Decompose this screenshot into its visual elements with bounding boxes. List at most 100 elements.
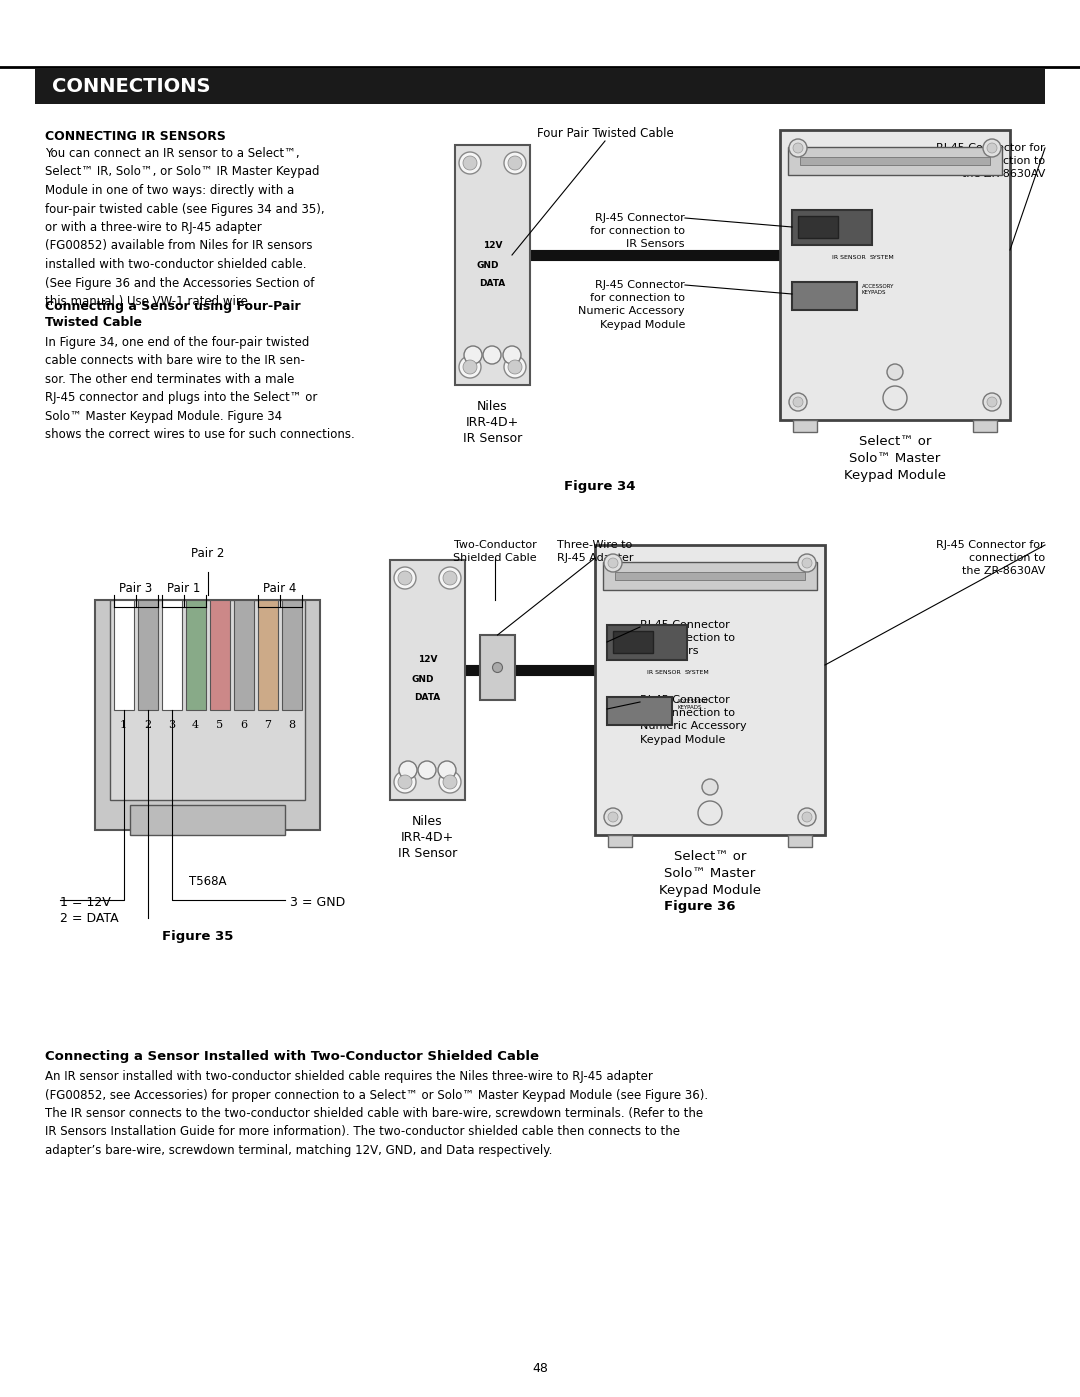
Bar: [137, 599, 158, 710]
Circle shape: [698, 800, 723, 826]
Circle shape: [464, 346, 482, 365]
Circle shape: [508, 360, 522, 374]
Circle shape: [438, 771, 461, 793]
Circle shape: [399, 571, 411, 585]
Text: Two-Conductor
Shielded Cable: Two-Conductor Shielded Cable: [454, 541, 537, 563]
Bar: [130, 805, 285, 835]
Text: IRR-4D+: IRR-4D+: [401, 831, 454, 844]
Text: 12V: 12V: [483, 240, 502, 250]
Text: Niles: Niles: [413, 814, 443, 828]
Bar: [788, 835, 812, 847]
Text: Keypad Module: Keypad Module: [659, 884, 761, 897]
Bar: [800, 156, 990, 165]
Circle shape: [443, 775, 457, 789]
Text: RJ-45 Connector
for connection to
IR Sensors: RJ-45 Connector for connection to IR Sen…: [640, 620, 735, 657]
Text: Three-Wire to
RJ-45 Adapter: Three-Wire to RJ-45 Adapter: [557, 541, 633, 563]
Circle shape: [399, 761, 417, 780]
Text: Solo™ Master: Solo™ Master: [664, 868, 756, 880]
Text: 5: 5: [216, 719, 224, 731]
Circle shape: [793, 142, 804, 154]
Text: Solo™ Master: Solo™ Master: [849, 453, 941, 465]
Text: Figure 34: Figure 34: [564, 481, 636, 493]
Circle shape: [887, 365, 903, 380]
Circle shape: [798, 807, 816, 826]
Text: ACCESSORY
KEYPADS: ACCESSORY KEYPADS: [677, 700, 710, 710]
Text: 4: 4: [192, 719, 199, 731]
Text: GND: GND: [476, 260, 499, 270]
Bar: [607, 624, 687, 659]
Text: 7: 7: [264, 719, 271, 731]
Circle shape: [802, 812, 812, 821]
Bar: [455, 145, 530, 386]
Text: RJ-45 Connector for
connection to
the ZR-8630AV: RJ-45 Connector for connection to the ZR…: [936, 142, 1045, 179]
Circle shape: [983, 393, 1001, 411]
Text: You can connect an IR sensor to a Select™,
Select™ IR, Solo™, or Solo™ IR Master: You can connect an IR sensor to a Select…: [45, 147, 325, 307]
Circle shape: [459, 152, 481, 175]
Circle shape: [789, 393, 807, 411]
Bar: [603, 562, 816, 590]
Circle shape: [504, 356, 526, 379]
Circle shape: [504, 152, 526, 175]
Text: 2: 2: [144, 719, 151, 731]
Text: IR Sensor: IR Sensor: [397, 847, 457, 861]
Text: T568A: T568A: [189, 875, 226, 888]
Text: Pair 3: Pair 3: [119, 583, 152, 595]
Circle shape: [399, 775, 411, 789]
Circle shape: [492, 662, 502, 672]
Circle shape: [394, 771, 416, 793]
Circle shape: [987, 397, 997, 407]
Bar: [780, 130, 1010, 420]
Bar: [282, 599, 301, 710]
Bar: [788, 147, 1002, 175]
Bar: [186, 599, 205, 710]
Bar: [595, 545, 825, 835]
Circle shape: [883, 386, 907, 409]
Bar: [608, 835, 632, 847]
Text: IRR-4D+: IRR-4D+: [465, 416, 519, 429]
Text: IR SENSOR: IR SENSOR: [647, 671, 680, 675]
Text: 12V: 12V: [418, 655, 437, 665]
Bar: [390, 560, 465, 800]
Bar: [792, 210, 872, 244]
Circle shape: [983, 138, 1001, 156]
Circle shape: [608, 812, 618, 821]
Circle shape: [789, 138, 807, 156]
Circle shape: [503, 346, 521, 365]
Text: Pair 1: Pair 1: [166, 583, 200, 595]
Text: SYSTEM: SYSTEM: [870, 256, 894, 260]
Circle shape: [418, 761, 436, 780]
Circle shape: [463, 360, 477, 374]
Text: Select™ or: Select™ or: [674, 849, 746, 863]
Text: 48: 48: [532, 1362, 548, 1375]
Text: SYSTEM: SYSTEM: [685, 671, 710, 675]
Text: RJ-45 Connector
for connection to
Numeric Accessory
Keypad Module: RJ-45 Connector for connection to Numeri…: [579, 279, 685, 330]
Text: Twisted Cable: Twisted Cable: [45, 316, 141, 330]
Text: IR SENSOR: IR SENSOR: [832, 256, 866, 260]
Text: Figure 36: Figure 36: [664, 900, 735, 914]
Text: CONNECTING IR SENSORS: CONNECTING IR SENSORS: [45, 130, 226, 142]
Text: Keypad Module: Keypad Module: [843, 469, 946, 482]
Circle shape: [987, 142, 997, 154]
Text: ACCESSORY
KEYPADS: ACCESSORY KEYPADS: [862, 284, 894, 295]
Text: Connecting a Sensor Installed with Two-Conductor Shielded Cable: Connecting a Sensor Installed with Two-C…: [45, 1051, 539, 1063]
Bar: [792, 282, 858, 310]
Circle shape: [463, 156, 477, 170]
Text: Select™ or: Select™ or: [859, 434, 931, 448]
Circle shape: [604, 555, 622, 571]
Text: Pair 2: Pair 2: [191, 548, 225, 560]
Bar: [233, 599, 254, 710]
Circle shape: [443, 571, 457, 585]
Circle shape: [793, 397, 804, 407]
Text: DATA: DATA: [480, 278, 505, 288]
Circle shape: [802, 557, 812, 569]
Circle shape: [438, 567, 461, 590]
Bar: [615, 571, 805, 580]
Text: 3: 3: [167, 719, 175, 731]
Text: 6: 6: [240, 719, 247, 731]
Bar: [162, 599, 181, 710]
Text: Pair 4: Pair 4: [262, 583, 296, 595]
Text: Four Pair Twisted Cable: Four Pair Twisted Cable: [537, 127, 673, 140]
Text: 3 = GND: 3 = GND: [291, 897, 346, 909]
Circle shape: [702, 780, 718, 795]
Text: IR Sensor: IR Sensor: [463, 432, 522, 446]
